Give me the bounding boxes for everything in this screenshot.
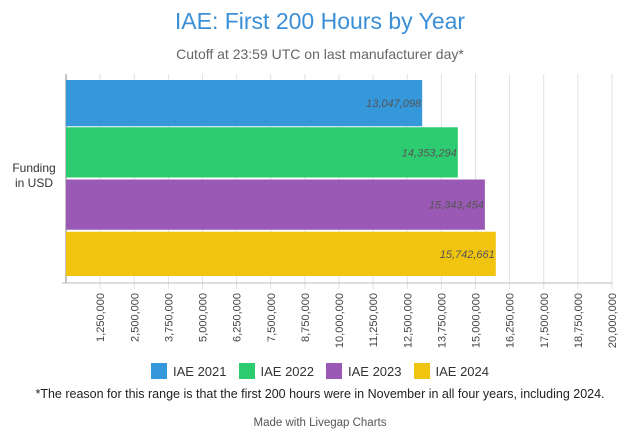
y-axis-label: Funding in USD [12,161,55,190]
x-tick-label: 15,000,000 [471,293,483,348]
bar-iae-2022 [66,127,458,178]
x-tick-label: 18,750,000 [573,293,585,348]
legend-label-2024: IAE 2024 [435,363,490,379]
legend-item-2021[interactable]: IAE 2021 [151,363,227,379]
bar-iae-2021 [66,80,423,127]
x-tick-label: 11,250,000 [368,293,380,347]
legend-item-2023[interactable]: IAE 2023 [326,363,402,379]
x-tick-label: 10,000,000 [334,293,346,348]
x-tick-label: 6,250,000 [232,293,244,342]
legend-label-2023: IAE 2023 [348,363,402,379]
x-tick-label: 7,500,000 [266,293,278,342]
credit-link[interactable]: Made with Livegap Charts [253,417,387,429]
x-tick-label: 16,250,000 [505,293,517,348]
x-tick-label: 20,000,000 [607,293,619,348]
x-tick-label: 12,500,000 [402,293,414,348]
legend-item-2024[interactable]: IAE 2024 [413,363,490,379]
chart-title: IAE: First 200 Hours by Year [174,8,466,34]
bar-iae-2024 [66,231,496,276]
x-tick-label: 13,750,000 [436,293,448,348]
data-label: 15,742,661 [440,249,495,261]
footnote: *The reason for this range is that the f… [35,387,605,401]
bar-iae-2023 [66,179,485,230]
x-tick-label: 8,750,000 [300,293,312,342]
data-label: 14,353,294 [402,147,457,159]
x-tick-label: 2,500,000 [129,293,141,342]
x-tick-label: 3,750,000 [163,293,175,342]
bar-chart: 1,250,000 2,500,000 3,750,000 5,000,000 6,25… [12,74,619,348]
legend-swatch-2022 [238,363,255,379]
legend-label-2021: IAE 2021 [173,363,227,379]
legend-swatch-2023 [326,363,342,379]
x-tick-label: 1,250,000 [95,293,107,342]
legend-swatch-2021 [151,363,167,379]
chart-legend: IAE 2021 IAE 2022 IAE 2023 IAE 2024 [0,363,640,379]
chart-subtitle: Cutoff at 23:59 UTC on last manufacturer… [176,46,464,62]
legend-label-2022: IAE 2022 [260,363,315,379]
legend-item-2022[interactable]: IAE 2022 [238,363,315,379]
data-label: 13,047,098 [366,98,422,110]
x-tick-label: 17,500,000 [539,293,551,348]
x-tick-label: 5,000,000 [198,293,210,342]
data-label: 15,343,454 [429,200,484,212]
legend-swatch-2024 [413,363,430,379]
